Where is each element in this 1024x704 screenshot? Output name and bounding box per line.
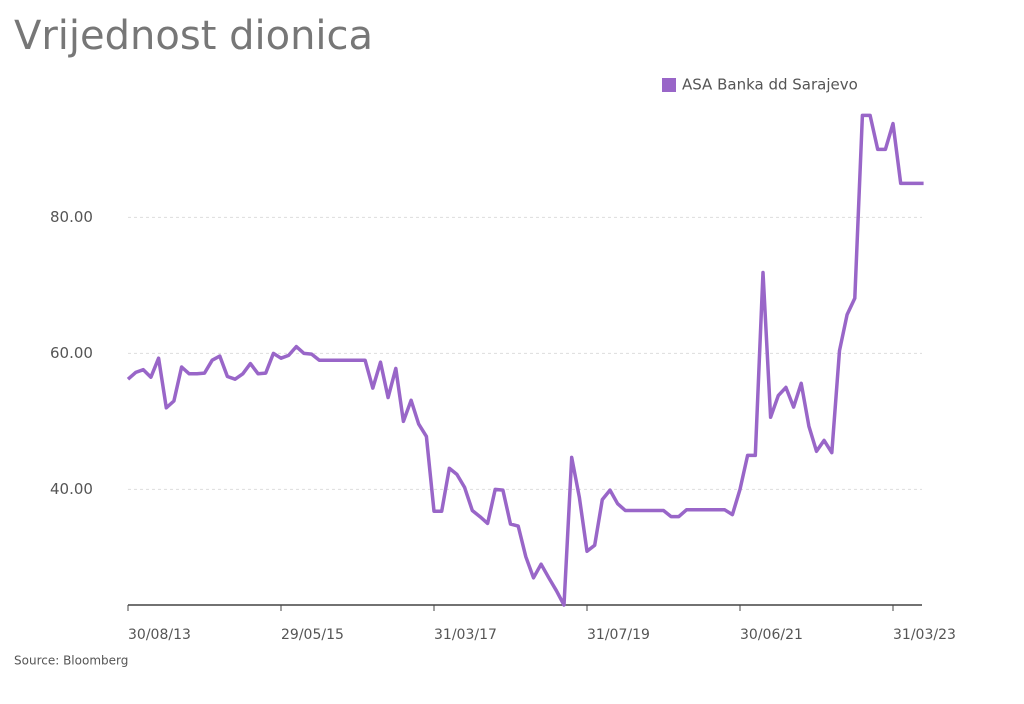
y-tick-label: 80.00 (50, 208, 93, 226)
line-series (126, 113, 924, 607)
x-tick-label: 31/03/23 (893, 627, 956, 643)
x-tick-label: 29/05/15 (281, 627, 344, 643)
y-tick-label: 40.00 (50, 480, 93, 498)
y-tick-label: 60.00 (50, 344, 93, 362)
chart-title: Vrijednost dionica (14, 13, 373, 59)
x-tick-label: 31/03/17 (434, 627, 497, 643)
legend-swatch (662, 78, 676, 92)
source-note: Source: Bloomberg (14, 654, 128, 668)
legend-label: ASA Banka dd Sarajevo (682, 76, 858, 94)
x-tick-label: 30/06/21 (740, 627, 803, 643)
x-tick-label: 30/08/13 (128, 627, 191, 643)
x-tick-label: 31/07/19 (587, 627, 650, 643)
